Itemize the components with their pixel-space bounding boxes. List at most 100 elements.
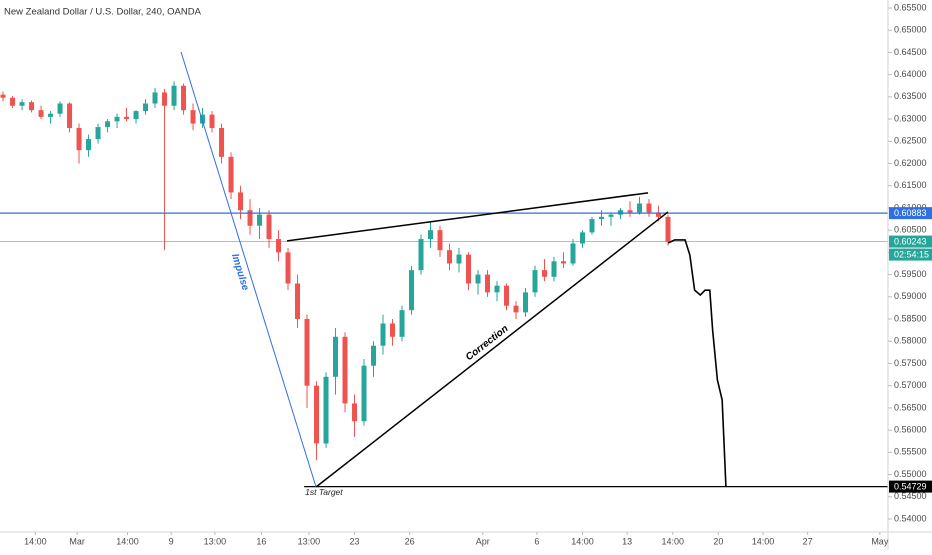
price-tag — [889, 235, 932, 248]
candle-body — [143, 103, 149, 112]
candle-body — [38, 110, 44, 117]
x-tick-label: 13:00 — [298, 536, 321, 546]
y-tick-label: 0.65000 — [894, 25, 927, 35]
y-tick-label: 0.55500 — [894, 447, 927, 457]
candle-body — [466, 254, 472, 284]
candle-body — [418, 239, 424, 271]
candle-body — [504, 285, 510, 306]
candle-body — [257, 214, 263, 226]
countdown-tag — [889, 248, 932, 261]
candle-body — [162, 92, 168, 106]
candle-body — [627, 210, 633, 213]
candle-body — [76, 127, 82, 151]
candle-body — [29, 102, 35, 111]
candle-body — [86, 139, 92, 151]
candle-body — [19, 102, 25, 106]
x-tick-label: 23 — [350, 536, 360, 546]
x-tick-label: 14:00 — [661, 536, 684, 546]
candle-body — [285, 252, 291, 284]
candle-body — [200, 114, 206, 124]
y-tick-label: 0.54000 — [894, 513, 927, 523]
y-tick-label: 0.61500 — [894, 180, 927, 190]
candle-body — [542, 270, 548, 277]
candle-body — [608, 214, 614, 217]
candle-body — [617, 210, 623, 215]
x-tick-label: Mar — [69, 536, 85, 546]
candle-body — [314, 385, 320, 444]
x-tick-label: 9 — [169, 536, 174, 546]
candle-body — [532, 270, 538, 293]
candle-body — [342, 336, 348, 404]
y-tick-label: 0.64000 — [894, 69, 927, 79]
trend-line — [180, 51, 317, 488]
candle-body — [561, 261, 567, 264]
candle-body — [105, 121, 111, 128]
y-tick-label: 0.59500 — [894, 269, 927, 279]
y-tick-label: 0.54500 — [894, 491, 927, 501]
y-tick-label: 0.62000 — [894, 158, 927, 168]
projection-line — [667, 239, 727, 488]
candle-body — [95, 127, 101, 140]
candle-body — [124, 116, 130, 120]
candle-body — [209, 114, 215, 128]
candle-body — [494, 285, 500, 293]
candle-body — [475, 274, 481, 284]
candle-body — [409, 270, 415, 311]
candle-body — [380, 323, 386, 346]
y-tick-label: 0.57500 — [894, 358, 927, 368]
candle-body — [133, 111, 139, 120]
y-tick-label: 0.58000 — [894, 336, 927, 346]
x-tick-label: 26 — [405, 536, 415, 546]
y-tick-label: 0.58500 — [894, 313, 927, 323]
candle-body — [665, 216, 671, 242]
x-tick-label: 14:00 — [116, 536, 139, 546]
x-tick-label: 13 — [622, 536, 632, 546]
candle-body — [238, 192, 244, 211]
candle-body — [219, 127, 225, 157]
y-tick-label: 0.55000 — [894, 469, 927, 479]
candle-body — [399, 310, 405, 337]
candle-body — [323, 376, 329, 444]
candle-body — [181, 85, 187, 111]
candle-body — [580, 232, 586, 244]
y-tick-label: 0.62500 — [894, 136, 927, 146]
candle-body — [0, 94, 6, 98]
candle-body — [485, 274, 491, 293]
candle-body — [447, 250, 453, 264]
candle-body — [57, 103, 63, 114]
x-tick-label: 16 — [256, 536, 266, 546]
candle-body — [10, 97, 16, 106]
x-tick-label: 14:00 — [571, 536, 594, 546]
candle-body — [171, 85, 177, 106]
candle-body — [152, 92, 158, 104]
candle-body — [655, 212, 661, 217]
candle-body — [456, 254, 462, 264]
candle-body — [390, 323, 396, 337]
candle-body — [48, 113, 54, 117]
plot-area — [0, 51, 888, 488]
candle-body — [228, 156, 234, 193]
price-tag — [889, 207, 932, 220]
x-tick-label: 20 — [713, 536, 723, 546]
price-tag-label: 0.54729 — [894, 481, 927, 491]
trend-line — [286, 192, 649, 242]
y-tick-label: 0.56500 — [894, 402, 927, 412]
candle-body — [361, 365, 367, 422]
candle-body — [437, 230, 443, 251]
candle-body — [636, 203, 642, 213]
chart-title: New Zealand Dollar / U.S. Dollar, 240, O… — [4, 7, 202, 18]
candle-body — [570, 243, 576, 264]
x-tick-label: 14:00 — [24, 536, 47, 546]
candle-body — [114, 116, 120, 122]
candle-body — [304, 319, 310, 386]
candle-body — [190, 110, 196, 124]
candle-body — [551, 261, 557, 277]
y-tick-label: 0.60500 — [894, 225, 927, 235]
price-tag — [889, 480, 932, 493]
x-tick-label: 13:00 — [204, 536, 227, 546]
x-tick-label: Apr — [476, 536, 490, 546]
y-tick-label: 0.57000 — [894, 380, 927, 390]
x-tick-label: 14:00 — [752, 536, 775, 546]
